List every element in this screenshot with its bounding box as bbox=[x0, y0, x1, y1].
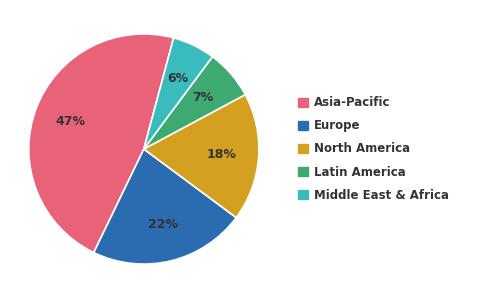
Wedge shape bbox=[144, 95, 259, 218]
Text: 22%: 22% bbox=[147, 218, 178, 232]
Text: 18%: 18% bbox=[207, 148, 237, 161]
Wedge shape bbox=[144, 57, 245, 149]
Legend: Asia-Pacific, Europe, North America, Latin America, Middle East & Africa: Asia-Pacific, Europe, North America, Lat… bbox=[294, 92, 453, 206]
Wedge shape bbox=[94, 149, 236, 264]
Wedge shape bbox=[144, 38, 212, 149]
Text: 6%: 6% bbox=[167, 72, 188, 85]
Text: 47%: 47% bbox=[56, 115, 85, 128]
Text: 7%: 7% bbox=[192, 91, 214, 104]
Wedge shape bbox=[29, 34, 174, 253]
